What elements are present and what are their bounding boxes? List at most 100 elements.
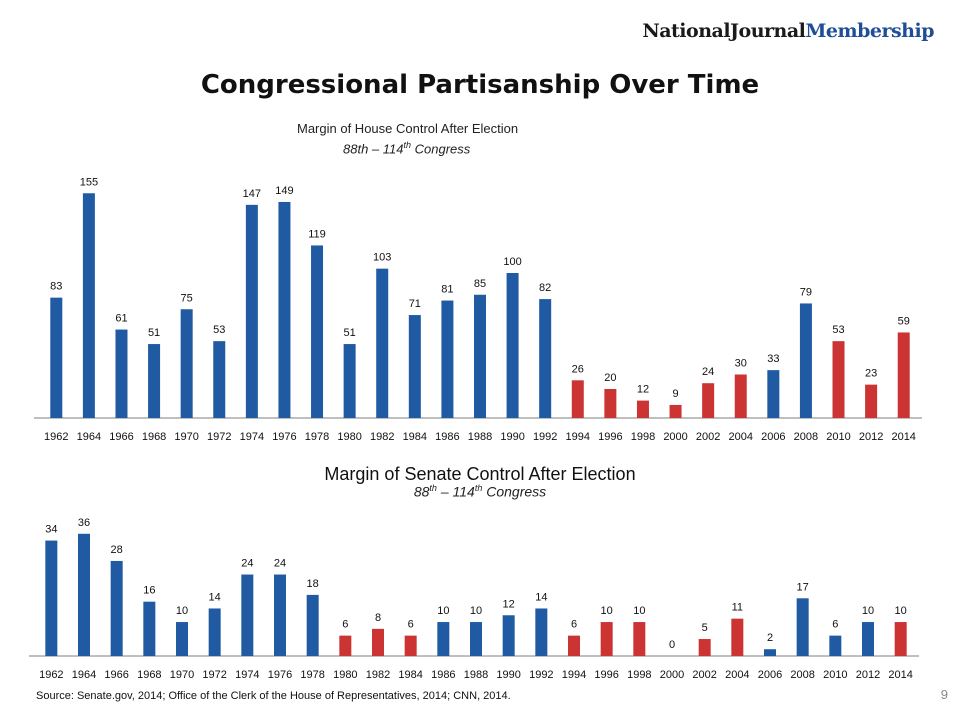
senate-value-label-1996: 10 <box>601 605 613 617</box>
senate-value-label-2014: 10 <box>895 605 907 617</box>
house-bar-2008 <box>799 303 812 418</box>
senate-bar-1994 <box>568 635 580 656</box>
senate-bar-2014 <box>894 622 907 656</box>
house-bar-2000 <box>669 404 682 418</box>
senate-tick-label-1972: 1972 <box>202 669 226 681</box>
house-bar-1996 <box>604 389 617 418</box>
house-bar-1966 <box>115 329 128 418</box>
senate-bar-1978 <box>306 594 319 656</box>
senate-value-label-1970: 10 <box>176 605 188 617</box>
senate-value-label-1974: 24 <box>241 558 253 570</box>
senate-bar-2002 <box>698 639 711 656</box>
senate-tick-label-2010: 2010 <box>823 669 847 681</box>
senate-subtitle-start: 88 <box>413 483 430 500</box>
house-bar-1976 <box>278 201 291 418</box>
house-tick-label-2000: 2000 <box>663 431 687 443</box>
house-tick-label-1968: 1968 <box>142 431 166 443</box>
senate-value-label-1962: 34 <box>45 524 57 536</box>
house-value-label-1988: 85 <box>474 278 486 290</box>
senate-value-label-1964: 36 <box>78 517 90 529</box>
house-value-label-1974: 147 <box>243 188 261 200</box>
senate-bar-1982 <box>372 628 384 656</box>
senate-tick-label-1998: 1998 <box>627 669 651 681</box>
house-bar-1964 <box>82 193 95 418</box>
house-value-label-2012: 23 <box>865 368 877 380</box>
senate-tick-label-1980: 1980 <box>333 669 357 681</box>
house-tick-label-1964: 1964 <box>77 431 101 443</box>
house-tick-label-1966: 1966 <box>109 431 133 443</box>
senate-bar-1986 <box>437 622 450 656</box>
house-bar-2002 <box>702 383 715 418</box>
senate-subtitle-sup1: th <box>429 483 437 493</box>
senate-value-label-2010: 6 <box>832 619 838 631</box>
source-note: Source: Senate.gov, 2014; Office of the … <box>36 690 511 702</box>
house-tick-label-1998: 1998 <box>631 431 655 443</box>
house-value-label-2008: 79 <box>800 286 812 298</box>
senate-bar-1976 <box>274 574 286 656</box>
house-bar-1984 <box>408 315 421 418</box>
senate-value-label-1990: 12 <box>503 598 515 610</box>
senate-value-label-1982: 8 <box>375 612 381 624</box>
brand-logo: NationalJournalMembership <box>642 20 934 42</box>
senate-value-label-1972: 14 <box>209 591 221 603</box>
senate-subtitle-end: – 114 <box>436 483 475 500</box>
senate-chart-title: Margin of Senate Control After Election … <box>0 464 960 500</box>
senate-bar-2004 <box>731 618 744 656</box>
house-value-label-1976: 149 <box>275 185 293 197</box>
senate-subtitle-line1: Margin of Senate Control After Election <box>324 464 636 484</box>
senate-bar-1996 <box>600 622 613 656</box>
house-value-label-1996: 20 <box>604 372 616 384</box>
house-bar-1970 <box>180 309 193 418</box>
house-tick-label-1962: 1962 <box>44 431 68 443</box>
house-value-label-2004: 30 <box>735 358 747 370</box>
house-value-label-1990: 100 <box>503 256 521 268</box>
house-value-label-1998: 12 <box>637 384 649 396</box>
senate-tick-label-2014: 2014 <box>888 669 912 681</box>
senate-bar-1990 <box>502 615 515 656</box>
senate-bar-2006 <box>764 649 776 656</box>
senate-tick-label-1992: 1992 <box>529 669 553 681</box>
house-value-label-2014: 59 <box>898 315 910 327</box>
senate-bar-1972 <box>208 608 221 656</box>
house-tick-label-1970: 1970 <box>174 431 198 443</box>
house-bar-2004 <box>734 374 747 418</box>
house-value-label-2006: 33 <box>767 353 779 365</box>
senate-tick-label-2012: 2012 <box>856 669 880 681</box>
senate-bar-2012 <box>862 622 874 656</box>
senate-tick-label-2006: 2006 <box>758 669 782 681</box>
house-tick-label-2014: 2014 <box>891 431 915 443</box>
senate-value-label-2006: 2 <box>767 632 773 644</box>
house-value-label-1994: 26 <box>572 363 584 375</box>
house-subtitle-line1: Margin of House Control After Election <box>297 121 519 136</box>
senate-tick-label-1968: 1968 <box>137 669 161 681</box>
house-tick-label-1986: 1986 <box>435 431 459 443</box>
senate-tick-label-1990: 1990 <box>496 669 520 681</box>
senate-tick-label-1970: 1970 <box>170 669 194 681</box>
senate-value-label-1994: 6 <box>571 619 577 631</box>
house-value-label-1966: 61 <box>115 313 127 325</box>
house-bar-1962 <box>50 297 63 418</box>
senate-tick-label-1962: 1962 <box>39 669 63 681</box>
senate-tick-label-1996: 1996 <box>594 669 618 681</box>
senate-tick-label-1966: 1966 <box>104 669 128 681</box>
senate-value-label-1988: 10 <box>470 605 482 617</box>
house-bar-1986 <box>441 300 454 418</box>
senate-bar-1962 <box>45 540 58 656</box>
house-bar-1994 <box>571 380 584 418</box>
house-tick-label-1984: 1984 <box>403 431 427 443</box>
house-bar-1972 <box>213 341 226 418</box>
senate-bar-1998 <box>633 622 646 656</box>
senate-bar-2010 <box>829 635 842 656</box>
house-subtitle-range: 88th – 114 <box>343 141 404 157</box>
house-value-label-1970: 75 <box>181 292 193 304</box>
house-tick-label-1994: 1994 <box>566 431 590 443</box>
house-value-label-1984: 71 <box>409 298 421 310</box>
house-value-label-1962: 83 <box>50 281 62 293</box>
house-tick-label-2002: 2002 <box>696 431 720 443</box>
senate-value-label-1966: 28 <box>111 544 123 556</box>
house-value-label-1980: 51 <box>344 327 356 339</box>
house-value-label-2000: 9 <box>672 388 678 400</box>
house-bar-2006 <box>767 370 780 418</box>
senate-bar-1968 <box>143 601 156 656</box>
house-bar-1990 <box>506 273 519 418</box>
